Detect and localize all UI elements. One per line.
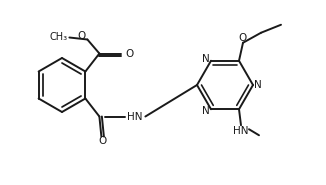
Text: CH₃: CH₃	[49, 31, 67, 41]
Text: O: O	[239, 33, 247, 43]
Text: N: N	[202, 54, 210, 64]
Text: O: O	[98, 137, 107, 147]
Text: HN: HN	[127, 112, 143, 122]
Text: N: N	[202, 106, 210, 116]
Text: O: O	[126, 48, 134, 58]
Text: O: O	[77, 31, 85, 41]
Text: N: N	[254, 80, 262, 90]
Text: HN: HN	[233, 126, 249, 136]
